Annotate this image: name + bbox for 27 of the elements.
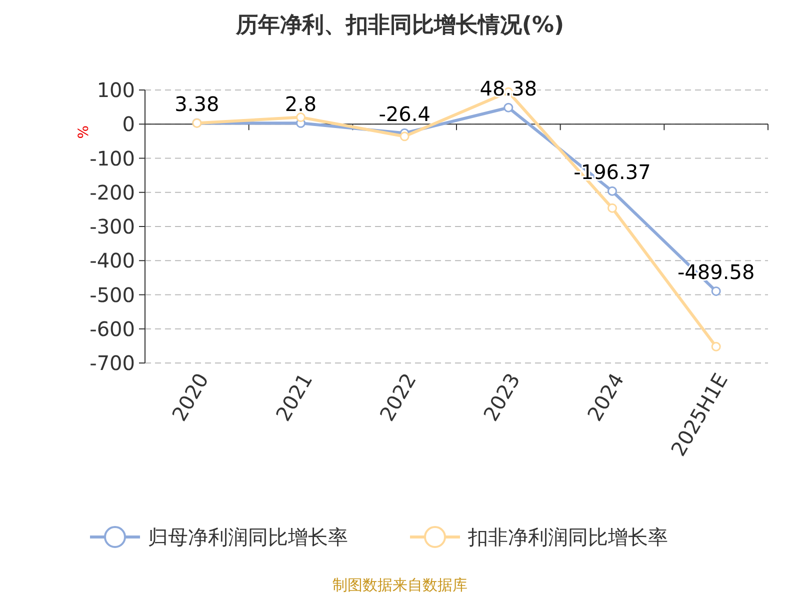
y-tick-label: -500 — [90, 282, 135, 307]
data-label: -196.37 — [574, 160, 651, 184]
y-axis-title: % — [76, 125, 92, 139]
data-label: 48.38 — [480, 76, 538, 101]
y-tick-label: -400 — [90, 248, 135, 273]
data-label: -489.58 — [677, 260, 755, 284]
legend-label: 扣非净利润同比增长率 — [467, 525, 668, 549]
text: 制图数据来自数据库 — [332, 576, 468, 594]
chart-title: 历年净利、扣非同比增长情况(%) — [234, 13, 564, 38]
y-tick-label: -300 — [90, 214, 135, 238]
y-tick-label: 0 — [122, 112, 135, 136]
point — [608, 186, 617, 196]
y-tick-label: 100 — [96, 78, 135, 102]
legend-label: 归母净利润同比增长率 — [148, 525, 348, 549]
point — [608, 203, 617, 213]
y-tick-label: -100 — [90, 146, 135, 170]
point — [504, 102, 514, 112]
point — [400, 132, 410, 142]
point — [711, 286, 721, 296]
y-tick-label: -600 — [90, 316, 135, 341]
point — [711, 342, 721, 352]
y-tick-label: -700 — [90, 351, 135, 375]
data-label: -26.4 — [378, 102, 430, 126]
data-label: 2.8 — [284, 92, 317, 116]
data-label: 3.38 — [174, 92, 220, 116]
point — [296, 112, 306, 122]
y-tick-label: -200 — [90, 180, 135, 204]
